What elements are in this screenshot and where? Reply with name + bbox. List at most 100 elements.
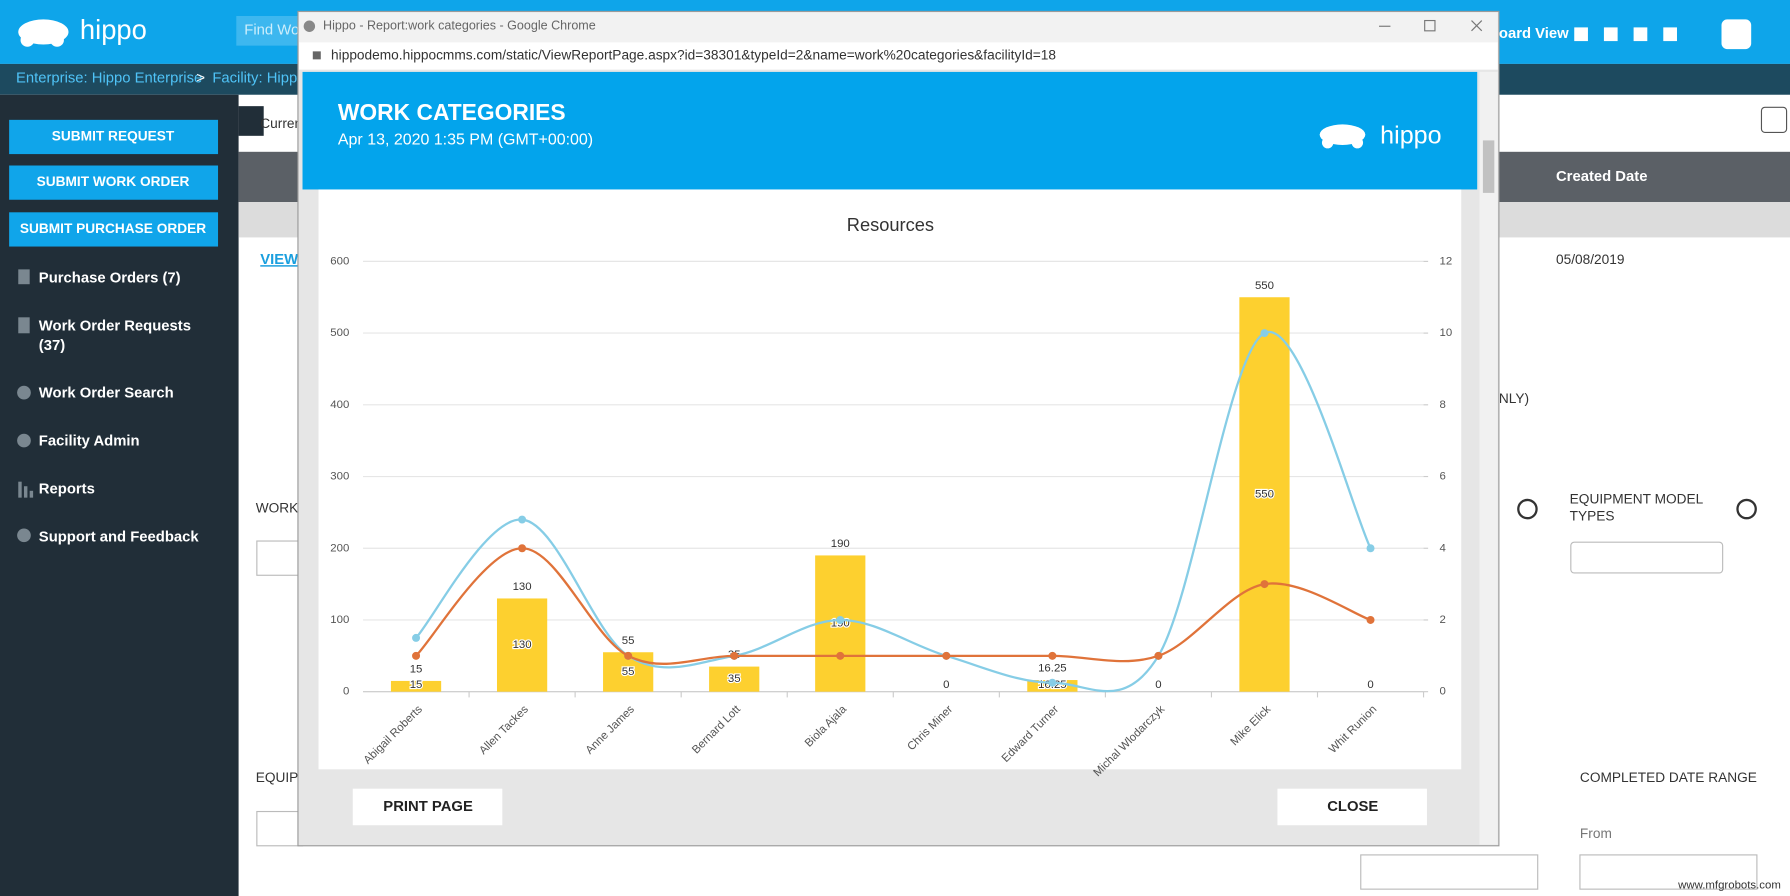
line-point: [1154, 651, 1163, 660]
menu-item[interactable]: Work Order Requests: [39, 318, 191, 334]
menu-item[interactable]: Facility Admin: [39, 434, 140, 450]
line-point: [1048, 678, 1057, 687]
url[interactable]: hippodemo.hippocmms.com/static/ViewRepor…: [331, 48, 1056, 63]
line-point: [836, 651, 845, 660]
input[interactable]: [256, 810, 304, 847]
report-logo: hippo: [1380, 122, 1441, 150]
sidebar-button[interactable]: [9, 119, 219, 155]
y2-tick-label: 6: [1440, 471, 1446, 483]
label: EQUIPMENT MODEL: [1570, 492, 1704, 507]
bar-inner-label: 0: [1155, 679, 1161, 691]
line-point: [518, 515, 527, 524]
sidebar-button-label[interactable]: SUBMIT WORK ORDER: [37, 174, 190, 189]
bar-inner-label: 35: [728, 673, 741, 685]
scrollbar[interactable]: [1479, 71, 1498, 845]
chart-panel: [318, 189, 1462, 770]
user-icon[interactable]: [1721, 19, 1752, 50]
bar: [1239, 297, 1290, 692]
input[interactable]: [1579, 854, 1758, 890]
bar-value-label: 55: [622, 635, 635, 647]
y-tick-label: 500: [330, 327, 349, 339]
column-header[interactable]: Created Date: [1556, 169, 1647, 185]
line: [415, 547, 1371, 665]
bar-value-label: 190: [831, 538, 850, 550]
chart-title: Resources: [847, 214, 934, 235]
y-tick-label: 600: [330, 255, 349, 267]
report-title: WORK CATEGORIES: [338, 99, 566, 125]
breadcrumb-sep: >: [196, 71, 205, 87]
window-title: Hippo - Report:work categories - Google …: [323, 19, 596, 33]
reset-icon[interactable]: [1736, 498, 1757, 520]
sidebar-button[interactable]: [9, 212, 219, 247]
search-box[interactable]: [236, 15, 301, 46]
line-point: [730, 651, 739, 660]
menu-item[interactable]: Reports: [39, 482, 95, 498]
cell: 05/08/2019: [1556, 252, 1625, 267]
label: TYPES: [1570, 509, 1615, 524]
menu-item[interactable]: (37): [39, 338, 65, 354]
report-date: Apr 13, 2020 1:35 PM (GMT+00:00): [338, 132, 593, 149]
line-point: [1366, 544, 1375, 553]
collapse-button[interactable]: [238, 106, 264, 136]
bar-inner-label: 55: [622, 666, 635, 678]
bar: [496, 598, 548, 692]
input[interactable]: [1360, 854, 1539, 890]
sidebar-button[interactable]: [9, 165, 219, 200]
bar-inner-label: 130: [513, 639, 532, 651]
chrome-icon: [303, 20, 316, 32]
bar-inner-label: 15: [410, 679, 423, 691]
menu-item[interactable]: Purchase Orders (7): [39, 270, 181, 286]
close-button[interactable]: [1277, 788, 1427, 826]
print-button[interactable]: [352, 788, 503, 826]
window-controls[interactable]: [1379, 19, 1483, 32]
bar-value-label: 130: [513, 581, 532, 593]
sidebar-button-label[interactable]: SUBMIT PURCHASE ORDER: [20, 221, 206, 236]
report-logo-icon: [1319, 124, 1366, 149]
current: Curren: [260, 116, 302, 131]
y-tick-label: 300: [330, 471, 349, 483]
watermark: www.mfgrobots.com: [1677, 880, 1781, 892]
bar: [709, 666, 760, 692]
select[interactable]: [1570, 541, 1724, 574]
bar-value-label: 15: [410, 664, 423, 676]
y2-tick-label: 2: [1440, 614, 1446, 626]
label: From: [1580, 826, 1612, 841]
y-tick-label: 0: [343, 686, 349, 698]
sidebar-button-label[interactable]: SUBMIT REQUEST: [52, 129, 175, 144]
line-point: [1366, 615, 1375, 624]
reset-icon[interactable]: [1517, 498, 1538, 520]
line-point: [412, 633, 421, 642]
report-header: [302, 71, 1478, 190]
close-button-label[interactable]: CLOSE: [1327, 799, 1378, 815]
breadcrumb[interactable]: Facility: Hippo: [212, 71, 305, 87]
menu-item[interactable]: Work Order Search: [39, 386, 174, 402]
line-point: [412, 651, 421, 660]
lock-icon: [312, 51, 321, 60]
bar: [390, 680, 442, 692]
line-point: [518, 544, 527, 553]
breadcrumb[interactable]: Enterprise: Hippo Enterprise: [16, 71, 202, 87]
search[interactable]: Find Wo: [244, 23, 299, 39]
line-point: [836, 615, 845, 624]
title-bar: [299, 12, 1498, 43]
line-point: [1260, 329, 1269, 338]
menu-icons: [17, 269, 34, 543]
logo[interactable]: hippo: [80, 14, 147, 45]
y-tick-label: 200: [330, 542, 349, 554]
print-button-label[interactable]: PRINT PAGE: [383, 799, 473, 815]
input[interactable]: [256, 540, 304, 576]
scroll-thumb[interactable]: [1482, 140, 1495, 193]
label: WORK: [256, 501, 299, 516]
bar-inner-label: 0: [1367, 679, 1373, 691]
add-button[interactable]: [1760, 106, 1788, 133]
y2-tick-label: 0: [1440, 686, 1446, 698]
view-toggle[interactable]: oard View: [1499, 26, 1569, 42]
logo-icon: [18, 19, 69, 47]
view-icons[interactable]: [1574, 27, 1677, 42]
y2-tick-label: 4: [1440, 542, 1447, 554]
line-point: [942, 651, 951, 660]
address-bar: [299, 42, 1498, 70]
view-link[interactable]: VIEW: [260, 252, 298, 268]
menu-item[interactable]: Support and Feedback: [39, 530, 200, 546]
